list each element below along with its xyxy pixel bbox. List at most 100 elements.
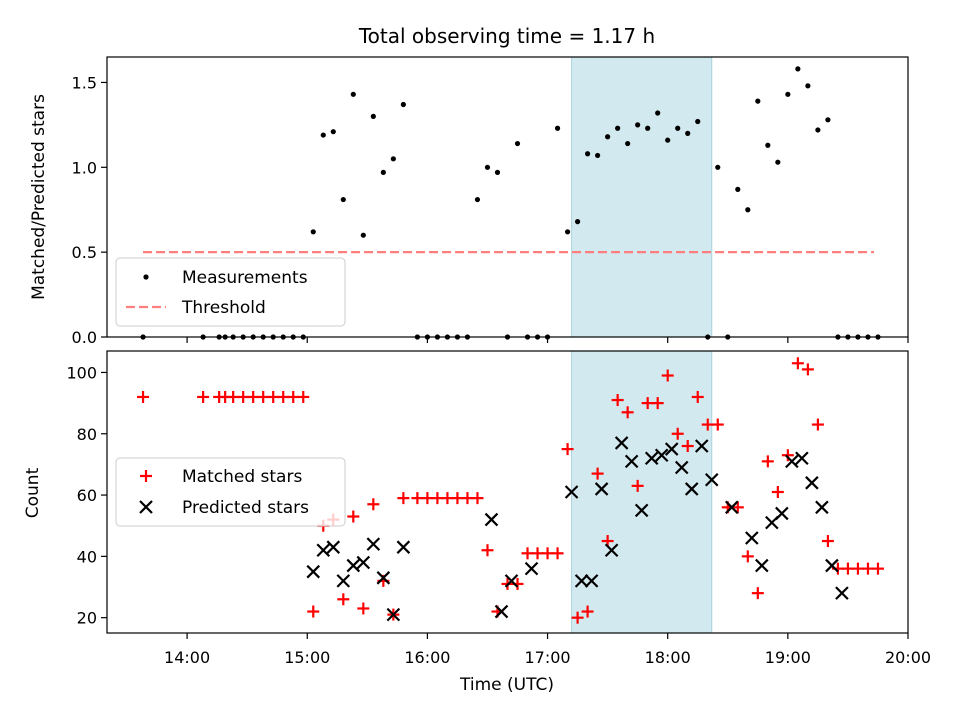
matched-star-point <box>651 397 664 410</box>
x-tick-label: 20:00 <box>885 648 931 667</box>
matched-star-point <box>247 390 260 403</box>
matched-star-point <box>471 492 484 505</box>
predicted-star-stroke <box>484 512 499 527</box>
predicted-star-stroke <box>604 543 619 558</box>
predicted-star-stroke <box>704 472 719 487</box>
predicted-star-point <box>336 574 351 588</box>
bottom-y-tick-label: 60 <box>77 486 97 505</box>
bottom-y-axis-label: Count <box>23 467 43 518</box>
measurement-point <box>815 127 821 133</box>
matched-star-point <box>621 406 634 419</box>
predicted-star-point <box>584 574 599 588</box>
bottom-y-tick-label: 20 <box>77 609 97 628</box>
measurement-point <box>715 164 721 170</box>
matched-star-point <box>741 550 754 563</box>
top-y-tick-label: 0.5 <box>72 243 97 262</box>
matched-star-point <box>851 562 864 575</box>
predicted-star-stroke <box>815 500 829 515</box>
predicted-star-point <box>494 604 509 619</box>
predicted-star-stroke <box>644 451 659 466</box>
predicted-star-stroke <box>574 574 589 588</box>
bottom-panel: 20 40 60 80 100 14:00 15:00 16:00 17:00 18:00 19:… <box>23 350 931 695</box>
matched-star-point <box>541 547 554 560</box>
matched-star-point <box>441 492 454 505</box>
measurement-point <box>400 101 406 108</box>
predicted-star-point <box>366 537 381 551</box>
matched-star-point <box>731 501 744 514</box>
predicted-star-point <box>745 531 759 545</box>
matched-star-point <box>347 510 360 523</box>
matched-star-point <box>841 562 854 575</box>
predicted-star-point <box>684 482 699 496</box>
predicted-star-stroke <box>745 531 759 545</box>
matched-star-point <box>801 363 814 376</box>
legend-marker-measurements <box>143 274 149 280</box>
measurement-point <box>755 98 761 104</box>
matched-star-point <box>871 562 884 575</box>
measurement-point <box>685 130 691 136</box>
predicted-star-point <box>835 586 849 600</box>
matched-star-point <box>197 390 210 403</box>
measurement-point <box>574 219 581 225</box>
matched-star-point <box>227 390 240 403</box>
predicted-star-point <box>574 574 589 588</box>
predicted-star-stroke <box>725 500 739 515</box>
predicted-star-point <box>564 485 579 499</box>
measurement-point <box>484 164 491 170</box>
matched-star-point <box>531 547 544 560</box>
measurement-point <box>765 142 771 148</box>
top-legend-box <box>115 257 346 327</box>
predicted-star-point <box>326 540 341 554</box>
matched-stars-series <box>137 357 884 624</box>
matched-star-point <box>791 357 804 370</box>
predicted-star-point <box>604 543 619 558</box>
measurement-point <box>615 125 621 131</box>
top-y-tick-label: 0.0 <box>72 328 97 347</box>
predicted-star-stroke <box>594 482 609 496</box>
measurement-point <box>785 91 791 97</box>
measurement-point <box>390 156 396 162</box>
measurement-point <box>350 91 356 97</box>
predicted-star-stroke <box>654 448 669 462</box>
measurement-point <box>665 137 671 143</box>
top-highlight-span <box>571 56 713 338</box>
bottom-y-ticks: 20 40 60 80 100 <box>66 363 107 628</box>
matched-star-point <box>551 547 564 560</box>
predicted-star-point <box>634 503 649 518</box>
predicted-star-point <box>524 561 539 576</box>
legend-label-predicted-stars: Predicted stars <box>182 498 309 518</box>
matched-star-point <box>571 611 584 624</box>
predicted-star-stroke <box>775 506 789 521</box>
measurement-point <box>564 229 571 235</box>
predicted-star-point <box>386 607 401 622</box>
measurement-point <box>775 159 781 165</box>
predicted-star-stroke <box>396 540 411 554</box>
x-tick-label: 14:00 <box>164 648 210 667</box>
predicted-star-stroke <box>795 451 809 466</box>
matched-star-point <box>711 418 724 431</box>
measurement-point <box>605 134 611 140</box>
matched-star-point <box>287 390 300 403</box>
predicted-star-stroke <box>386 607 401 622</box>
predicted-star-stroke <box>524 561 539 576</box>
measurement-point <box>675 125 681 131</box>
predicted-star-stroke <box>634 503 649 518</box>
predicted-star-stroke <box>805 476 819 490</box>
predicted-star-stroke <box>835 586 849 600</box>
x-tick-label: 15:00 <box>284 648 330 667</box>
top-y-tick-label: 1.0 <box>72 158 97 177</box>
matched-star-point <box>397 492 410 505</box>
matched-star-point <box>691 390 704 403</box>
matched-star-point <box>761 455 774 468</box>
bottom-legend: Matched stars Predicted stars <box>115 457 346 527</box>
predicted-star-point <box>356 555 371 570</box>
matched-star-point <box>641 397 654 410</box>
predicted-star-stroke <box>614 436 629 450</box>
matched-star-point <box>661 369 674 382</box>
predicted-star-point <box>795 451 809 466</box>
predicted-star-stroke <box>624 454 639 469</box>
predicted-star-point <box>396 540 411 554</box>
predicted-star-stroke <box>366 537 381 551</box>
measurements-series <box>140 66 881 340</box>
